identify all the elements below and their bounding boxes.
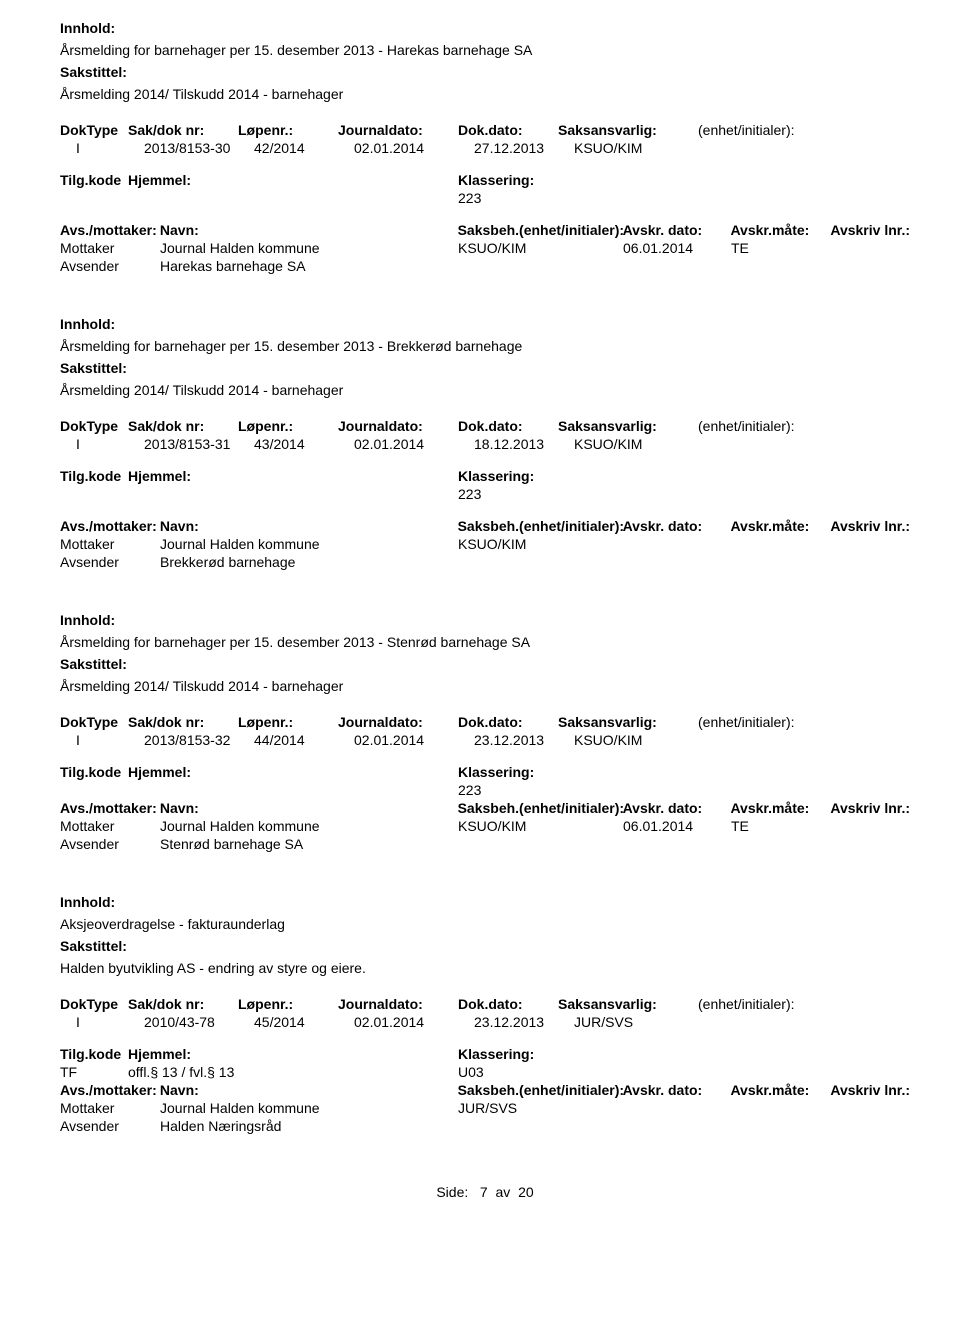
sakstittel-label: Sakstittel: xyxy=(60,656,910,672)
participant-header-row: Avs./mottaker: Navn: Saksbeh.(enhet/init… xyxy=(60,800,910,816)
saksansvarlig-label: Saksansvarlig: xyxy=(558,122,698,138)
sakstittel-text: Årsmelding 2014/ Tilskudd 2014 - barneha… xyxy=(60,86,910,102)
page-number: 7 xyxy=(480,1184,488,1200)
page-footer: Side: 7 av 20 xyxy=(60,1184,910,1200)
total-pages: 20 xyxy=(518,1184,534,1200)
avsmottaker-label: Avs./mottaker: xyxy=(60,222,160,238)
tilg-row: Tilg.kode Hjemmel: Klassering: xyxy=(60,764,910,780)
dokdato-label: Dok.dato: xyxy=(458,122,558,138)
av-label: av xyxy=(496,1184,511,1200)
mottaker-row: Mottaker Journal Halden kommune KSUO/KIM… xyxy=(60,240,910,256)
tilg-value-row: 223 xyxy=(60,486,910,502)
ddato-value: 27.12.2013 xyxy=(474,140,574,156)
meta-value-row: I 2013/8153-30 42/2014 02.01.2014 27.12.… xyxy=(60,140,910,156)
saksbeh-label: Saksbeh.(enhet/initialer): xyxy=(458,222,623,238)
avsender-row: Avsender Halden Næringsråd xyxy=(60,1118,910,1134)
innhold-label: Innhold: xyxy=(60,316,910,332)
innhold-text: Årsmelding for barnehager per 15. desemb… xyxy=(60,42,910,58)
avsender-row: Avsender Harekas barnehage SA xyxy=(60,258,910,274)
side-label: Side: xyxy=(436,1184,468,1200)
navn-label: Navn: xyxy=(160,222,458,238)
tilg-row: Tilg.kode Hjemmel: Klassering: xyxy=(60,468,910,484)
meta-header-row: DokType Sak/dok nr: Løpenr.: Journaldato… xyxy=(60,714,910,730)
doktype-value: I xyxy=(60,140,144,156)
tilg-row: Tilg.kode Hjemmel: Klassering: xyxy=(60,1046,910,1062)
klassering-value: 223 xyxy=(458,190,910,206)
jdato-value: 02.01.2014 xyxy=(354,140,474,156)
enhet-label: (enhet/initialer): xyxy=(698,122,910,138)
saksbeh-value: KSUO/KIM xyxy=(458,240,623,256)
sakstittel-text: Halden byutvikling AS - endring av styre… xyxy=(60,960,910,976)
avsender-row: Avsender Stenrød barnehage SA xyxy=(60,836,910,852)
hjemmel-value xyxy=(128,190,458,206)
tilg-value-row: TF offl.§ 13 / fvl.§ 13 U03 xyxy=(60,1064,910,1080)
tilg-value-row: 223 xyxy=(60,190,910,206)
sakdok-label: Sak/dok nr: xyxy=(128,122,238,138)
sakdok-value: 2013/8153-30 xyxy=(144,140,254,156)
lopenr-label: Løpenr.: xyxy=(238,122,338,138)
sakstittel-label: Sakstittel: xyxy=(60,360,910,376)
avsender-label: Avsender xyxy=(60,258,160,274)
innhold-label: Innhold: xyxy=(60,894,910,910)
document-page: Innhold: Årsmelding for barnehager per 1… xyxy=(0,0,960,1220)
lopenr-value: 42/2014 xyxy=(254,140,354,156)
hjemmel-label: Hjemmel: xyxy=(128,172,458,188)
sakstittel-text: Årsmelding 2014/ Tilskudd 2014 - barneha… xyxy=(60,382,910,398)
sakstittel-text: Årsmelding 2014/ Tilskudd 2014 - barneha… xyxy=(60,678,910,694)
sakstittel-label: Sakstittel: xyxy=(60,938,910,954)
tilgkode-value xyxy=(60,190,128,206)
journal-entry: Innhold: Aksjeoverdragelse - fakturaunde… xyxy=(60,894,910,1134)
participant-header-row: Avs./mottaker: Navn: Saksbeh.(enhet/init… xyxy=(60,222,910,238)
avsender-name: Harekas barnehage SA xyxy=(160,258,458,274)
avskrdato-label: Avskr. dato: xyxy=(623,222,731,238)
journaldato-label: Journaldato: xyxy=(338,122,458,138)
participant-header-row: Avs./mottaker: Navn: Saksbeh.(enhet/init… xyxy=(60,1082,910,1098)
meta-header-row: DokType Sak/dok nr: Løpenr.: Journaldato… xyxy=(60,122,910,138)
meta-value-row: I 2010/43-78 45/2014 02.01.2014 23.12.20… xyxy=(60,1014,910,1030)
journal-entry: Innhold: Årsmelding for barnehager per 1… xyxy=(60,612,910,852)
innhold-label: Innhold: xyxy=(60,20,910,36)
avskrmate-value: TE xyxy=(731,240,831,256)
meta-header-row: DokType Sak/dok nr: Løpenr.: Journaldato… xyxy=(60,996,910,1012)
mottaker-name: Journal Halden kommune xyxy=(160,240,458,256)
saksansvarlig-value: KSUO/KIM xyxy=(574,140,714,156)
meta-header-row: DokType Sak/dok nr: Løpenr.: Journaldato… xyxy=(60,418,910,434)
avsender-row: Avsender Brekkerød barnehage xyxy=(60,554,910,570)
mottaker-row: Mottaker Journal Halden kommune KSUO/KIM xyxy=(60,536,910,552)
tilg-row: Tilg.kode Hjemmel: Klassering: xyxy=(60,172,910,188)
innhold-text: Aksjeoverdragelse - fakturaunderlag xyxy=(60,916,910,932)
participant-header-row: Avs./mottaker: Navn: Saksbeh.(enhet/init… xyxy=(60,518,910,534)
klassering-label: Klassering: xyxy=(458,172,910,188)
meta-value-row: I 2013/8153-32 44/2014 02.01.2014 23.12.… xyxy=(60,732,910,748)
tilg-value-row: 223 xyxy=(60,782,910,798)
mottaker-label: Mottaker xyxy=(60,240,160,256)
doktype-label: DokType xyxy=(60,122,128,138)
innhold-label: Innhold: xyxy=(60,612,910,628)
meta-value-row: I 2013/8153-31 43/2014 02.01.2014 18.12.… xyxy=(60,436,910,452)
mottaker-row: Mottaker Journal Halden kommune JUR/SVS xyxy=(60,1100,910,1116)
sakstittel-label: Sakstittel: xyxy=(60,64,910,80)
avskrdato-value: 06.01.2014 xyxy=(623,240,731,256)
innhold-text: Årsmelding for barnehager per 15. desemb… xyxy=(60,634,910,650)
innhold-text: Årsmelding for barnehager per 15. desemb… xyxy=(60,338,910,354)
journal-entry: Innhold: Årsmelding for barnehager per 1… xyxy=(60,316,910,570)
avskrivlnr-label: Avskriv lnr.: xyxy=(830,222,910,238)
avskrmate-label: Avskr.måte: xyxy=(730,222,830,238)
journal-entry: Innhold: Årsmelding for barnehager per 1… xyxy=(60,20,910,274)
mottaker-row: Mottaker Journal Halden kommune KSUO/KIM… xyxy=(60,818,910,834)
tilgkode-label: Tilg.kode xyxy=(60,172,128,188)
